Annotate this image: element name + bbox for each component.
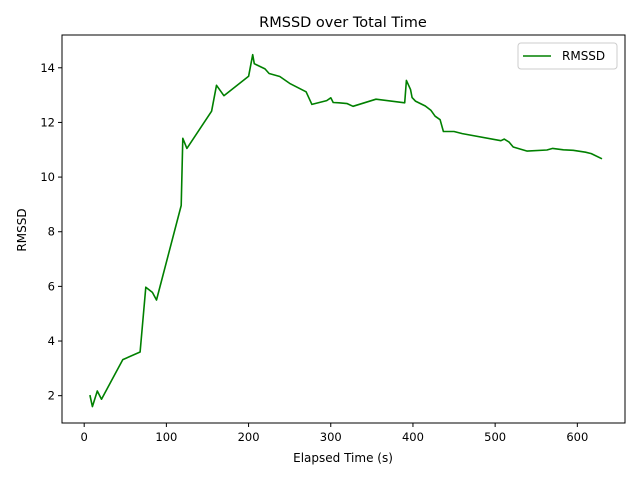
x-axis-label: Elapsed Time (s) xyxy=(293,451,393,465)
legend-label: RMSSD xyxy=(562,49,605,63)
y-tick-label: 14 xyxy=(40,61,55,75)
legend: RMSSD xyxy=(517,42,618,70)
x-tick-label: 600 xyxy=(566,430,588,444)
y-axis-label: RMSSD xyxy=(15,208,29,251)
x-tick-label: 0 xyxy=(81,430,88,444)
plot-frame xyxy=(61,34,626,424)
y-tick-label: 8 xyxy=(48,225,55,239)
y-tick-label: 12 xyxy=(40,115,55,129)
chart-title: RMSSD over Total Time xyxy=(259,15,427,31)
y-tick-label: 6 xyxy=(48,279,55,293)
legend-box xyxy=(517,42,618,70)
x-tick-label: 200 xyxy=(238,430,260,444)
x-tick-label: 400 xyxy=(402,430,424,444)
x-tick-label: 100 xyxy=(155,430,177,444)
y-tick-label: 2 xyxy=(48,389,55,403)
y-tick-label: 10 xyxy=(40,170,55,184)
plot-area xyxy=(89,53,603,408)
axis-ticks: 0 100 200 300 400 500 600 2 4 6 8 10 12 14 xyxy=(40,61,588,444)
x-tick-label: 300 xyxy=(320,430,342,444)
x-tick-label: 500 xyxy=(484,430,506,444)
y-tick-label: 4 xyxy=(48,334,55,348)
